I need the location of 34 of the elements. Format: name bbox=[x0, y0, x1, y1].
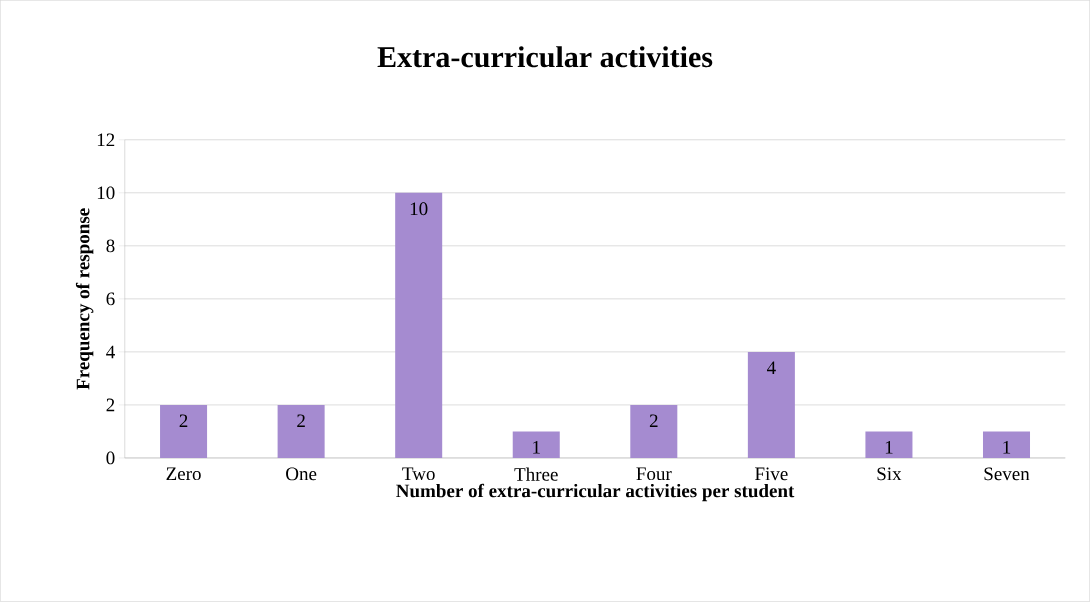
bar bbox=[865, 431, 913, 459]
data-label: 4 bbox=[767, 361, 776, 375]
bar bbox=[277, 405, 325, 459]
data-label: 2 bbox=[297, 414, 305, 428]
data-label: 1 bbox=[533, 441, 540, 454]
data-label: 1 bbox=[1003, 441, 1011, 454]
x-axis-title: Number of extra-curricular activities per student bbox=[396, 483, 795, 502]
y-tick-label: 2 bbox=[106, 398, 115, 412]
y-tick-label: 4 bbox=[106, 345, 115, 359]
data-label: 2 bbox=[649, 414, 658, 428]
y-tick-label: 0 bbox=[106, 451, 115, 465]
bar bbox=[747, 352, 795, 459]
data-label: 1 bbox=[885, 441, 893, 454]
y-tick-label: 10 bbox=[97, 186, 115, 200]
x-tick-label: Six bbox=[877, 467, 902, 481]
data-label: 10 bbox=[410, 202, 428, 216]
y-tick-label: 6 bbox=[106, 292, 115, 306]
x-tick-label: Two bbox=[402, 467, 435, 481]
y-axis-title: Frequency of response bbox=[75, 208, 94, 390]
x-tick-label: Five bbox=[755, 467, 788, 481]
x-tick-label: Zero bbox=[166, 467, 201, 481]
chart-title: Extra-curricular activities bbox=[377, 46, 713, 68]
y-tick-label: 8 bbox=[106, 239, 115, 253]
bar bbox=[982, 431, 1031, 459]
x-tick-label: One bbox=[286, 467, 317, 481]
bar bbox=[630, 405, 678, 459]
bar bbox=[395, 192, 443, 459]
bar bbox=[160, 405, 208, 459]
x-tick-label: Seven bbox=[984, 467, 1030, 481]
y-tick-label: 12 bbox=[97, 133, 115, 147]
x-tick-label: Four bbox=[636, 467, 672, 481]
x-tick-label: Three bbox=[514, 467, 558, 481]
bar bbox=[512, 431, 560, 459]
data-label: 2 bbox=[179, 414, 188, 428]
